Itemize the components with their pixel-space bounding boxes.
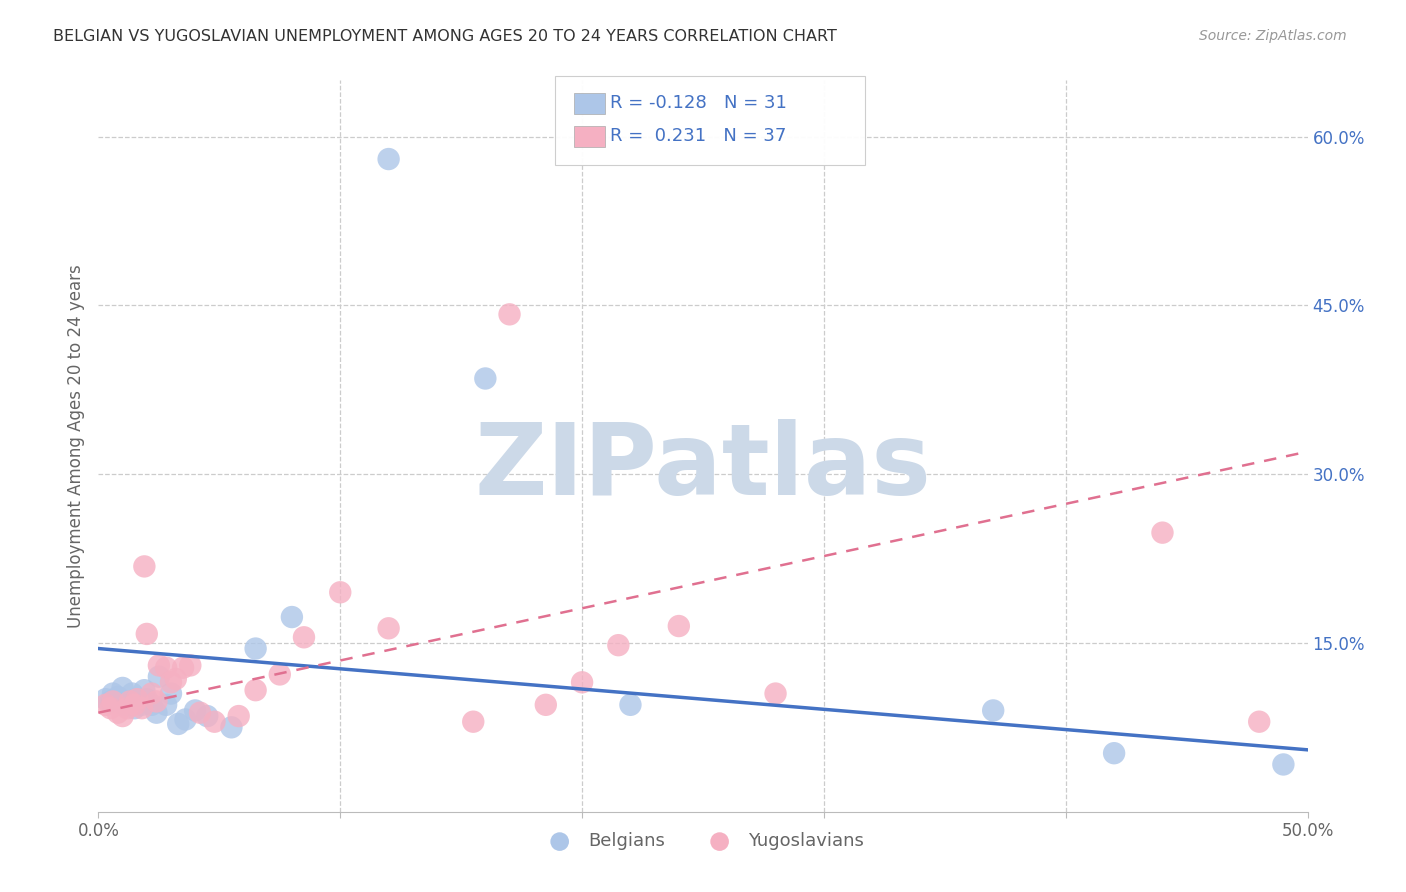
Point bbox=[463, 714, 485, 729]
Point bbox=[155, 698, 177, 712]
Point bbox=[329, 585, 352, 599]
Point bbox=[127, 692, 149, 706]
Point bbox=[94, 692, 117, 706]
Text: ZIPatlas: ZIPatlas bbox=[475, 419, 931, 516]
Point bbox=[100, 701, 122, 715]
Point bbox=[571, 675, 593, 690]
Point bbox=[188, 706, 211, 720]
Point bbox=[131, 698, 153, 712]
Point bbox=[101, 694, 124, 708]
Point bbox=[107, 706, 129, 720]
Point bbox=[101, 687, 124, 701]
Point bbox=[117, 694, 139, 708]
Point bbox=[269, 667, 291, 681]
Point bbox=[619, 698, 641, 712]
Point bbox=[160, 675, 183, 690]
Point bbox=[179, 658, 201, 673]
Point bbox=[172, 661, 194, 675]
Point bbox=[184, 703, 207, 717]
Point bbox=[111, 709, 134, 723]
Point bbox=[114, 698, 136, 712]
Point bbox=[117, 701, 139, 715]
Point bbox=[134, 683, 156, 698]
Point bbox=[204, 714, 226, 729]
Point bbox=[160, 687, 183, 701]
Point bbox=[165, 672, 187, 686]
Point bbox=[134, 559, 156, 574]
Point bbox=[245, 641, 267, 656]
Point bbox=[111, 681, 134, 695]
Point bbox=[377, 621, 399, 635]
Point bbox=[148, 670, 170, 684]
Point bbox=[377, 152, 399, 166]
Point bbox=[1249, 714, 1271, 729]
Point bbox=[107, 690, 129, 704]
Point bbox=[228, 709, 250, 723]
Point bbox=[135, 692, 157, 706]
Legend: Belgians, Yugoslavians: Belgians, Yugoslavians bbox=[534, 825, 872, 857]
Point bbox=[1152, 525, 1174, 540]
Point bbox=[765, 687, 787, 701]
Point bbox=[145, 706, 167, 720]
Point bbox=[118, 694, 141, 708]
Point bbox=[292, 630, 315, 644]
Point bbox=[145, 694, 167, 708]
Text: R = -0.128   N = 31: R = -0.128 N = 31 bbox=[610, 95, 787, 112]
Text: R =  0.231   N = 37: R = 0.231 N = 37 bbox=[610, 128, 786, 145]
Point bbox=[124, 701, 146, 715]
Point bbox=[981, 703, 1004, 717]
Point bbox=[607, 638, 630, 652]
Point bbox=[148, 658, 170, 673]
Point bbox=[174, 713, 197, 727]
Y-axis label: Unemployment Among Ages 20 to 24 years: Unemployment Among Ages 20 to 24 years bbox=[66, 264, 84, 628]
Point bbox=[534, 698, 557, 712]
Point bbox=[195, 709, 218, 723]
Point bbox=[135, 627, 157, 641]
Point bbox=[121, 687, 143, 701]
Point bbox=[127, 692, 149, 706]
Point bbox=[94, 698, 117, 712]
Point bbox=[141, 698, 163, 712]
Point bbox=[1102, 746, 1125, 760]
Point bbox=[124, 698, 146, 712]
Point bbox=[245, 683, 267, 698]
Point bbox=[281, 610, 304, 624]
Point bbox=[498, 307, 520, 321]
Point bbox=[155, 661, 177, 675]
Text: Source: ZipAtlas.com: Source: ZipAtlas.com bbox=[1199, 29, 1347, 43]
Point bbox=[131, 701, 153, 715]
Text: BELGIAN VS YUGOSLAVIAN UNEMPLOYMENT AMONG AGES 20 TO 24 YEARS CORRELATION CHART: BELGIAN VS YUGOSLAVIAN UNEMPLOYMENT AMON… bbox=[53, 29, 838, 44]
Point bbox=[221, 720, 243, 734]
Point bbox=[167, 717, 190, 731]
Point bbox=[1272, 757, 1295, 772]
Point bbox=[668, 619, 690, 633]
Point bbox=[141, 687, 163, 701]
Point bbox=[100, 694, 122, 708]
Point bbox=[474, 371, 496, 385]
